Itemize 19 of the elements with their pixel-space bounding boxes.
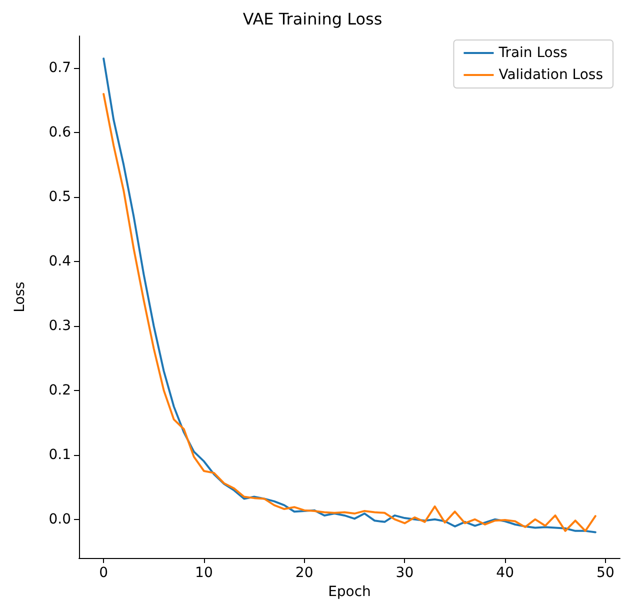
y-tick-label: 0.2 (48, 382, 71, 398)
x-tick-label: 30 (396, 565, 414, 581)
x-axis-title: Epoch (328, 584, 371, 600)
x-tick-label: 0 (99, 565, 108, 581)
x-tick-label: 40 (496, 565, 514, 581)
x-tick-label: 20 (295, 565, 314, 581)
y-tick-label: 0.6 (48, 124, 72, 141)
y-tick-label: 0.1 (48, 446, 71, 463)
x-tick-label: 50 (596, 565, 614, 581)
chart-title: VAE Training Loss (242, 10, 382, 28)
legend-label: Validation Loss (498, 67, 604, 83)
y-tick-label: 0.5 (48, 189, 71, 206)
y-tick-label: 0.3 (48, 318, 71, 334)
y-tick-label: 0.0 (48, 511, 71, 528)
legend-label: Train Loss (498, 45, 568, 61)
y-axis-title: Loss (12, 282, 28, 312)
y-tick-label: 0.7 (48, 60, 71, 76)
x-tick-label: 10 (195, 565, 213, 581)
y-tick-label: 0.4 (48, 254, 72, 270)
